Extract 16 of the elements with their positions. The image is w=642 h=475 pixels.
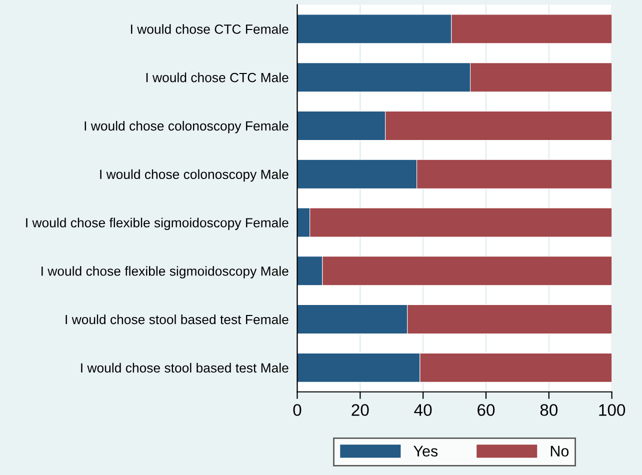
- y-tick-label: I would chose colonoscopy Female: [84, 120, 288, 134]
- y-tick-label: I would chose flexible sigmoidoscopy Female: [26, 218, 288, 230]
- legend-label: No: [550, 446, 569, 457]
- x-tick-label: 20: [352, 404, 369, 416]
- x-tick-label: 40: [414, 404, 432, 416]
- y-tick-label: I would chose colonoscopy Male: [100, 169, 288, 182]
- y-tick-label: I would chose stool based test Female: [66, 314, 288, 324]
- x-tick-label: 60: [478, 404, 495, 416]
- legend-label: Yes: [414, 446, 438, 457]
- x-tick-label: 0: [293, 404, 302, 416]
- y-tick-label: I would chose CTC Male: [146, 72, 288, 82]
- y-tick-label: I would chose flexible sigmoidoscopy Male: [42, 266, 288, 278]
- y-tick-label: I would chose CTC Female: [131, 24, 288, 34]
- x-tick-label: 80: [540, 404, 558, 416]
- y-tick-label: I would chose stool based test Male: [81, 362, 288, 373]
- x-tick-label: 100: [599, 404, 626, 416]
